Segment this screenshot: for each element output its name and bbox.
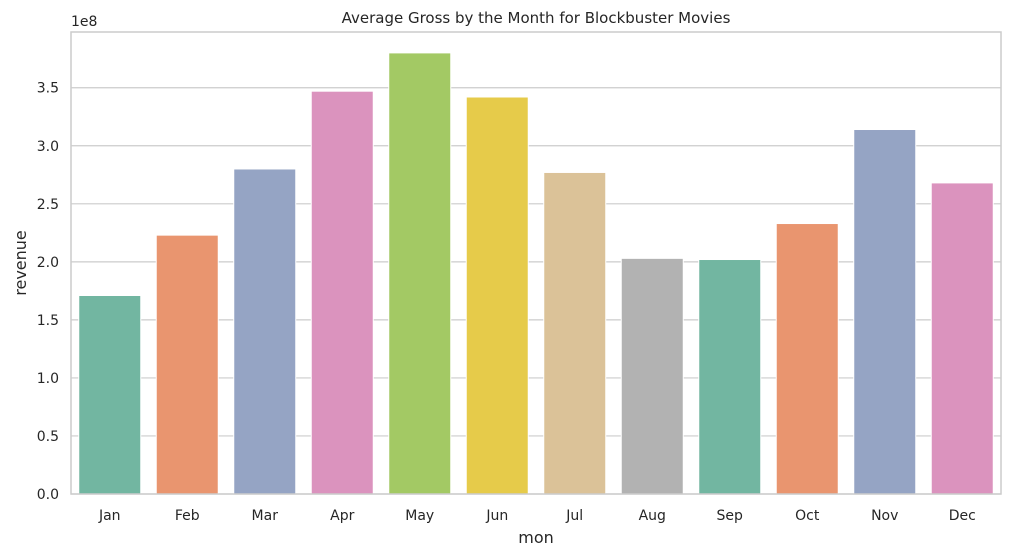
y-tick-label: 0.5 bbox=[37, 429, 59, 445]
y-tick-label: 1.0 bbox=[37, 371, 59, 387]
x-tick-label: Sep bbox=[717, 508, 744, 524]
x-tick-label: Mar bbox=[252, 508, 279, 524]
y-axis-ticks: 0.0 0.5 1.0 1.5 2.0 2.5 3.0 3.5 bbox=[37, 81, 59, 503]
x-tick-label: Apr bbox=[330, 508, 354, 524]
x-tick-label: Oct bbox=[795, 508, 820, 524]
bar-apr bbox=[310, 90, 374, 495]
bar-sep bbox=[698, 259, 762, 495]
y-offset-text: 1e8 bbox=[71, 14, 97, 30]
x-tick-label: May bbox=[405, 508, 434, 524]
x-tick-label: Dec bbox=[949, 508, 976, 524]
bar-jul bbox=[543, 171, 607, 495]
x-tick-label: Jan bbox=[98, 508, 121, 524]
y-tick-label: 3.0 bbox=[37, 139, 59, 155]
bar-mar bbox=[233, 168, 297, 495]
bar-aug bbox=[620, 257, 684, 495]
x-tick-label: Jun bbox=[485, 508, 508, 524]
x-tick-label: Nov bbox=[871, 508, 898, 524]
x-tick-label: Feb bbox=[175, 508, 200, 524]
x-axis-ticks: Jan Feb Mar Apr May Jun Jul Aug Sep Oct Nov Dec bbox=[98, 508, 976, 524]
bar-jan bbox=[78, 295, 142, 495]
bar-feb bbox=[155, 234, 219, 495]
y-tick-label: 3.5 bbox=[37, 81, 59, 97]
plot-frame bbox=[70, 31, 1002, 495]
bar-oct bbox=[775, 223, 839, 495]
bar-dec bbox=[930, 182, 994, 495]
y-tick-label: 1.5 bbox=[37, 313, 59, 329]
bars bbox=[78, 52, 994, 495]
y-tick-label: 2.5 bbox=[37, 197, 59, 213]
bar-may bbox=[388, 52, 452, 495]
x-tick-label: Aug bbox=[639, 508, 666, 524]
bar-jun bbox=[465, 96, 529, 495]
y-axis-label: revenue bbox=[11, 230, 30, 296]
x-axis-label: mon bbox=[518, 528, 554, 547]
bar-nov bbox=[853, 129, 917, 495]
chart-title: Average Gross by the Month for Blockbust… bbox=[342, 9, 731, 27]
x-tick-label: Jul bbox=[565, 508, 583, 524]
y-tick-label: 2.0 bbox=[37, 255, 59, 271]
y-tick-label: 0.0 bbox=[37, 487, 59, 503]
